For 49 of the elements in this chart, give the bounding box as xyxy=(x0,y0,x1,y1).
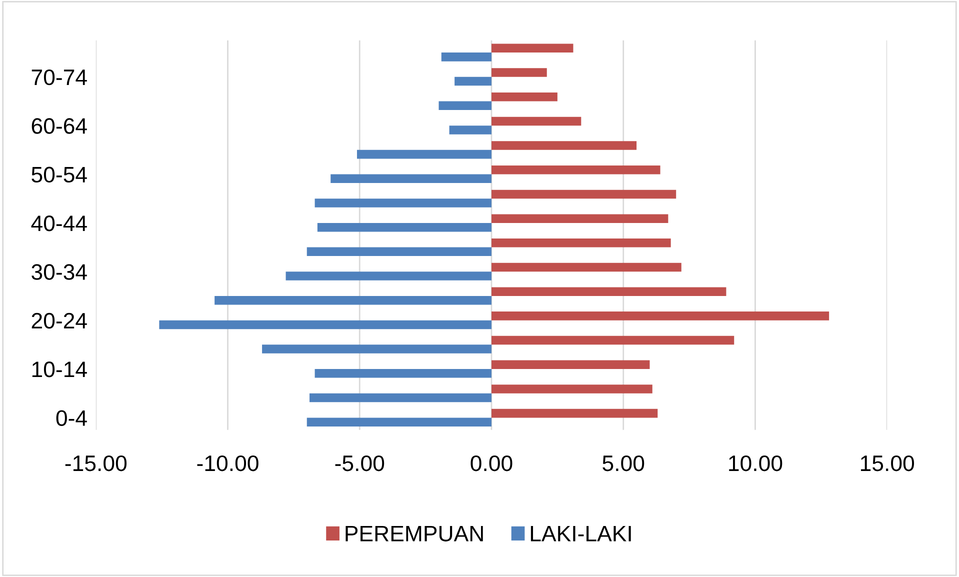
bar xyxy=(491,238,671,248)
legend-label: LAKI-LAKI xyxy=(530,526,631,542)
y-tick-label: 40-44 xyxy=(31,215,87,232)
bar xyxy=(214,296,492,305)
y-tick-label: 30-34 xyxy=(32,264,87,280)
y-tick-label: 10-14 xyxy=(32,362,87,378)
bar xyxy=(438,101,492,110)
bar xyxy=(491,384,652,394)
bar xyxy=(306,418,492,426)
x-tick-label: 0.00 xyxy=(470,455,512,472)
y-tick-label: 50-54 xyxy=(32,166,87,183)
x-tick-label: -5.00 xyxy=(335,455,384,472)
bar xyxy=(491,68,547,77)
bar xyxy=(491,336,734,345)
bar xyxy=(491,116,582,126)
bar xyxy=(491,141,637,150)
y-tick-label: 0-4 xyxy=(56,410,87,426)
bar xyxy=(491,360,650,370)
y-tick-label: 70-74 xyxy=(32,69,87,86)
bar xyxy=(491,166,660,174)
bar xyxy=(441,52,492,62)
bar xyxy=(491,92,558,102)
bar xyxy=(314,369,492,378)
x-tick-label: -10.00 xyxy=(197,455,258,472)
bar xyxy=(491,312,830,320)
y-tick-label: 20-24 xyxy=(32,312,87,329)
bar xyxy=(159,320,492,330)
bar xyxy=(356,150,492,159)
bar xyxy=(491,190,676,199)
bar xyxy=(306,247,492,256)
legend-label: PEREMPUAN xyxy=(346,526,483,542)
x-tick-label: 5.00 xyxy=(602,455,644,472)
bar xyxy=(491,408,658,418)
bar xyxy=(491,214,668,223)
x-tick-label: 15.00 xyxy=(860,455,914,472)
bar xyxy=(317,222,492,232)
bar xyxy=(449,126,492,134)
bar xyxy=(454,76,492,86)
bar xyxy=(262,344,492,354)
bar xyxy=(314,198,492,208)
bar xyxy=(491,44,574,53)
bar xyxy=(491,287,726,296)
y-tick-label: 60-64 xyxy=(32,118,87,134)
bar xyxy=(310,393,492,402)
bar xyxy=(491,262,682,272)
x-tick-label: -15.00 xyxy=(65,455,127,472)
bar xyxy=(286,272,492,280)
x-tick-label: 10.00 xyxy=(729,455,782,472)
bar xyxy=(330,174,492,184)
